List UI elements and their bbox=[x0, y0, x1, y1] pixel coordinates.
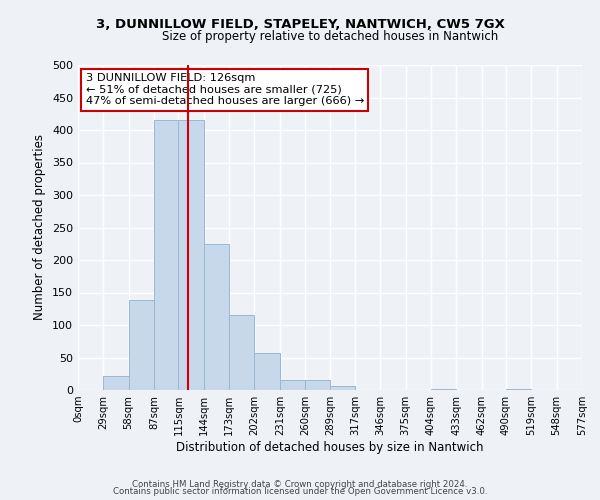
Bar bbox=[178, 120, 204, 390]
Bar bbox=[204, 244, 229, 390]
Text: 3 DUNNILLOW FIELD: 126sqm
← 51% of detached houses are smaller (725)
47% of semi: 3 DUNNILLOW FIELD: 126sqm ← 51% of detac… bbox=[86, 73, 364, 106]
Bar bbox=[154, 120, 178, 390]
Bar bbox=[280, 380, 305, 390]
X-axis label: Distribution of detached houses by size in Nantwich: Distribution of detached houses by size … bbox=[176, 441, 484, 454]
Bar bbox=[128, 300, 154, 390]
Bar bbox=[305, 380, 331, 390]
Bar bbox=[331, 386, 355, 390]
Text: 3, DUNNILLOW FIELD, STAPELEY, NANTWICH, CW5 7GX: 3, DUNNILLOW FIELD, STAPELEY, NANTWICH, … bbox=[95, 18, 505, 30]
Text: Contains HM Land Registry data © Crown copyright and database right 2024.: Contains HM Land Registry data © Crown c… bbox=[132, 480, 468, 489]
Bar bbox=[254, 353, 280, 390]
Title: Size of property relative to detached houses in Nantwich: Size of property relative to detached ho… bbox=[162, 30, 498, 43]
Y-axis label: Number of detached properties: Number of detached properties bbox=[34, 134, 46, 320]
Bar bbox=[103, 376, 128, 390]
Text: Contains public sector information licensed under the Open Government Licence v3: Contains public sector information licen… bbox=[113, 488, 487, 496]
Bar bbox=[229, 316, 254, 390]
